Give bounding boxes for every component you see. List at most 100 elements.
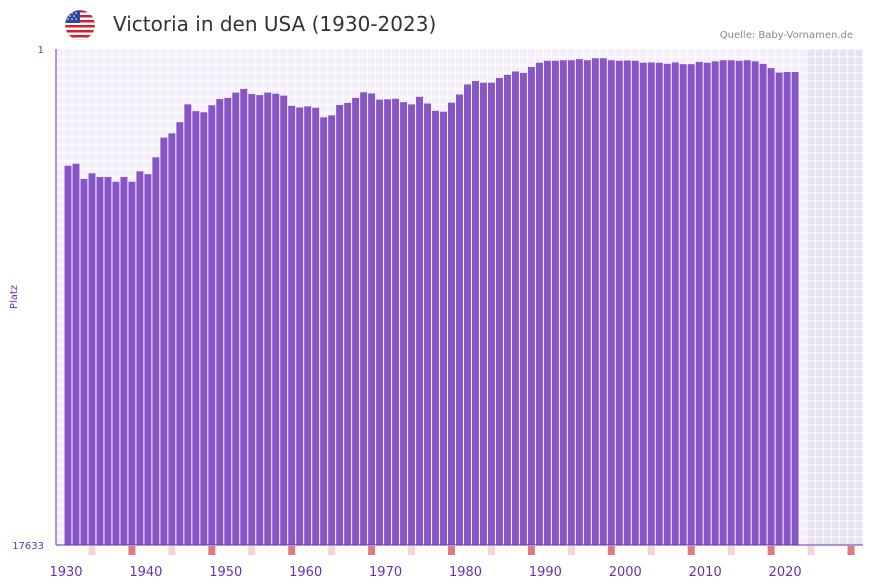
bar-2000 [623, 60, 631, 546]
bar-1965 [344, 102, 352, 545]
bar-1950 [224, 97, 232, 545]
bar-1951 [232, 92, 240, 546]
year-marker-1953 [248, 546, 256, 555]
bar-2007 [679, 64, 687, 546]
bar-1973 [408, 104, 416, 546]
x-tick-label-1930: 1930 [49, 565, 82, 580]
bar-1947 [200, 112, 208, 546]
bar-2004 [655, 62, 663, 546]
year-marker-2003 [647, 546, 655, 555]
bar-2009 [695, 61, 703, 545]
bar-1942 [160, 137, 168, 545]
bar-1985 [503, 74, 511, 546]
bar-1989 [535, 62, 543, 546]
year-marker-1983 [487, 546, 495, 555]
bar-1937 [120, 176, 128, 545]
bar-1962 [320, 117, 328, 545]
bar-1932 [80, 178, 88, 545]
bar-1930 [64, 165, 72, 545]
year-marker-1978 [448, 546, 456, 555]
bar-1997 [599, 58, 607, 545]
bar-1931 [72, 163, 80, 546]
bar-1975 [424, 103, 432, 545]
bar-1987 [519, 72, 527, 546]
bar-2017 [759, 63, 767, 545]
bar-2003 [647, 62, 655, 546]
bar-2006 [671, 62, 679, 546]
chart-title: Victoria in den USA (1930-2023) [113, 12, 437, 36]
bar-2001 [631, 60, 639, 546]
bar-1957 [280, 95, 288, 545]
year-marker-2018 [767, 546, 775, 555]
x-tick-label-1990: 1990 [529, 565, 562, 580]
bar-2011 [711, 61, 719, 545]
bar-1948 [208, 105, 216, 545]
source-label: Quelle: Baby-Vornamen.de [719, 30, 853, 41]
bar-2005 [663, 63, 671, 545]
bar-2013 [727, 60, 735, 546]
bar-1971 [392, 98, 400, 546]
year-marker-1933 [88, 546, 96, 555]
x-tick-labels: 1930 1940 1950 1960 1970 1980 1990 2000 2010 2020 [49, 565, 801, 580]
y-tick-label-17633: 17633 [12, 541, 44, 552]
bar-1968 [368, 93, 376, 545]
bar-2012 [719, 60, 727, 546]
bar-1982 [479, 82, 487, 546]
bar-1955 [264, 92, 272, 546]
bar-2010 [703, 62, 711, 546]
bar-1953 [248, 93, 256, 545]
bar-1967 [360, 92, 368, 546]
bar-1935 [104, 176, 112, 545]
bar-2020 [783, 72, 791, 546]
year-marker-1998 [607, 546, 615, 555]
bar-1966 [352, 97, 360, 545]
bar-2016 [751, 61, 759, 545]
bar-1986 [511, 71, 519, 545]
bar-1952 [240, 88, 248, 545]
bar-2014 [735, 60, 743, 546]
bar-1991 [551, 60, 559, 546]
year-marker-2023 [807, 546, 815, 555]
bar-1939 [136, 171, 144, 546]
bar-1954 [256, 95, 264, 545]
bar-1936 [112, 181, 120, 545]
year-marker-1943 [168, 546, 176, 555]
bar-1981 [471, 81, 479, 545]
x-tick-label-2000: 2000 [609, 565, 642, 580]
bar-1946 [192, 111, 200, 545]
x-tick-label-1970: 1970 [369, 565, 402, 580]
bar-1959 [296, 107, 304, 545]
x-tick-label-2020: 2020 [769, 565, 802, 580]
bar-1972 [400, 102, 408, 545]
y-tick-label-1: 1 [38, 45, 44, 56]
year-marker-1968 [368, 546, 376, 555]
bar-2018 [767, 68, 775, 546]
x-tick-label-1960: 1960 [289, 565, 322, 580]
bar-1969 [376, 99, 384, 545]
bar-1961 [312, 107, 320, 545]
bar-1945 [184, 104, 192, 546]
year-marker-1988 [527, 546, 535, 555]
bar-1993 [567, 60, 575, 546]
bar-1938 [128, 181, 136, 545]
bar-1940 [144, 174, 152, 545]
bar-1974 [416, 96, 424, 546]
bar-1963 [328, 115, 336, 545]
bar-1958 [288, 105, 296, 545]
x-tick-label-1940: 1940 [129, 565, 162, 580]
bar-2019 [775, 72, 783, 546]
bar-1996 [591, 58, 599, 545]
x-tick-label-1950: 1950 [209, 565, 242, 580]
y-tick-labels: 1 17633 [12, 45, 44, 552]
bar-1999 [615, 60, 623, 546]
year-marker-1973 [408, 546, 416, 555]
bar-1976 [432, 110, 440, 545]
bar-1980 [463, 84, 471, 546]
bar-1941 [152, 157, 160, 545]
bar-1943 [168, 133, 176, 545]
bar-1978 [448, 102, 456, 546]
bars [64, 58, 799, 546]
bar-1984 [495, 77, 503, 545]
bar-1994 [575, 59, 583, 546]
